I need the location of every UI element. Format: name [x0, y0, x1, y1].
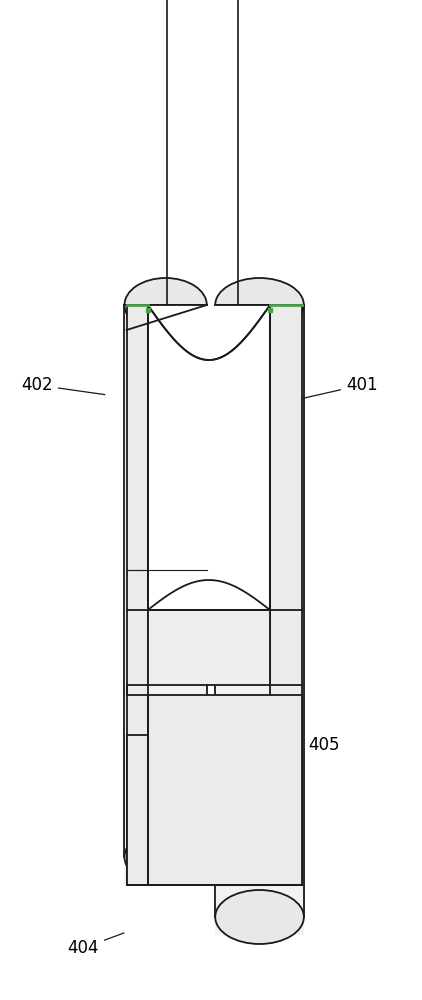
Text: 404: 404 — [68, 933, 124, 957]
Bar — [148, 305, 270, 610]
Text: 405: 405 — [256, 731, 340, 754]
Text: 401: 401 — [298, 376, 378, 399]
Bar — [127, 735, 148, 885]
Bar — [127, 735, 148, 885]
Ellipse shape — [215, 890, 304, 944]
Bar — [148, 610, 270, 685]
Bar — [148, 695, 302, 885]
Ellipse shape — [215, 278, 304, 332]
Bar — [270, 305, 302, 885]
Text: 402: 402 — [21, 376, 105, 395]
Ellipse shape — [124, 830, 207, 884]
Bar — [124, 305, 207, 885]
Bar — [148, 695, 302, 885]
Bar — [127, 305, 148, 885]
Bar — [127, 305, 148, 885]
Bar — [270, 305, 302, 885]
Bar — [148, 610, 270, 685]
Bar — [215, 305, 304, 935]
Ellipse shape — [124, 278, 207, 332]
